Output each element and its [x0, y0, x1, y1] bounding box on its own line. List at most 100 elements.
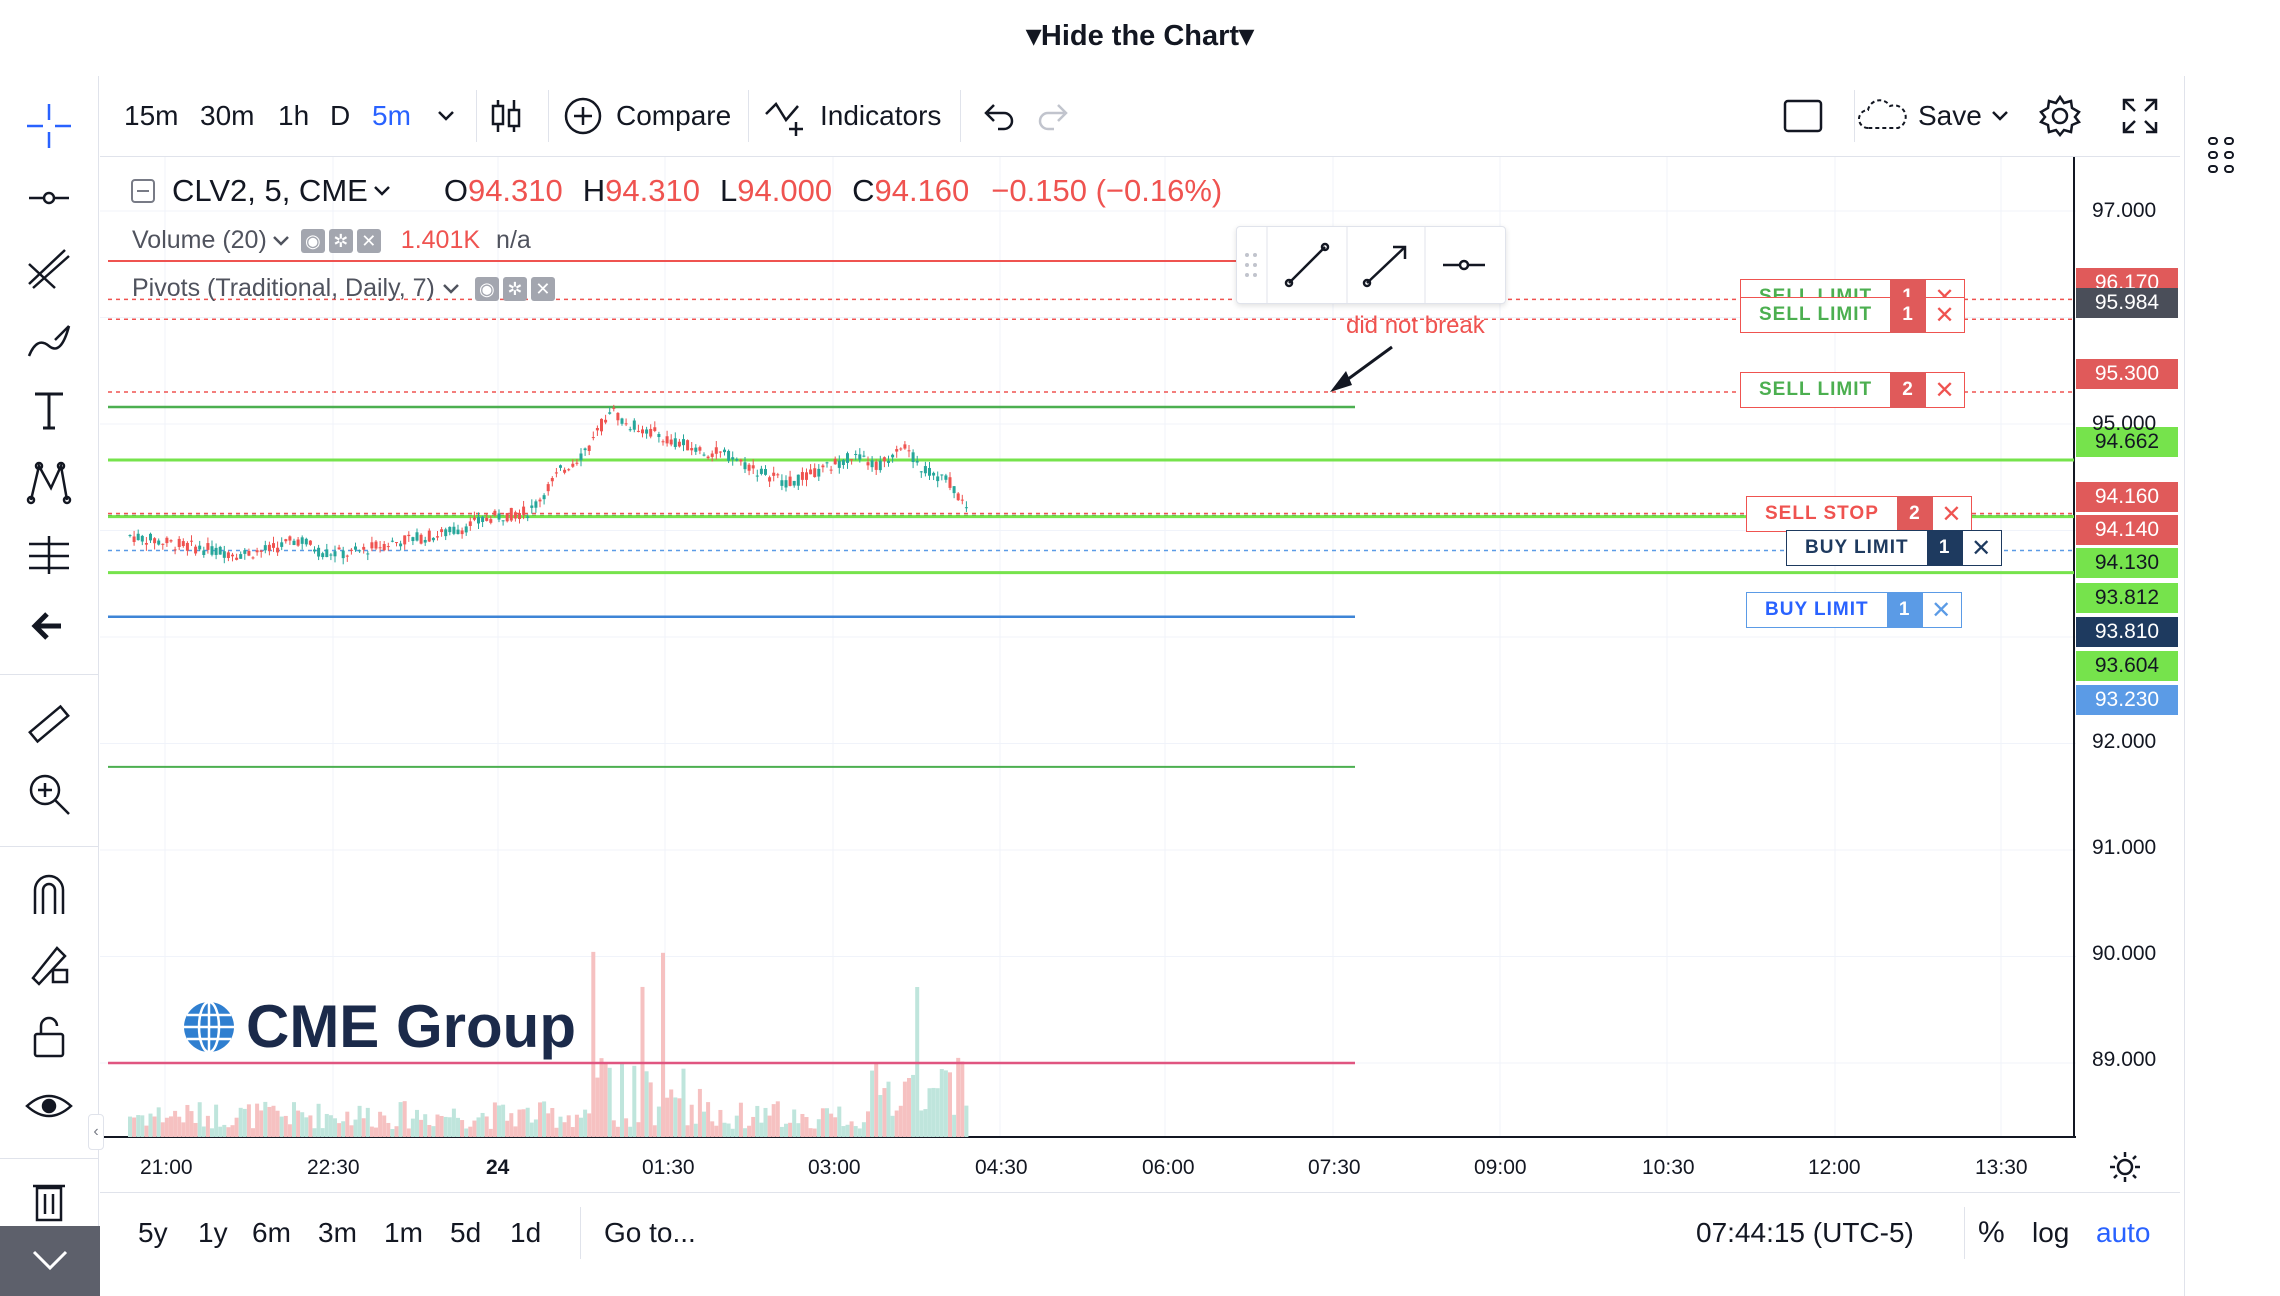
text-tool-icon[interactable] — [14, 382, 84, 438]
candle — [128, 534, 132, 538]
brush-icon[interactable] — [14, 312, 84, 368]
order-line-buy-limit-active[interactable]: BUY LIMIT 1 ✕ — [1786, 530, 2002, 566]
eye-icon[interactable] — [14, 1078, 84, 1134]
collapse-toolbar-button[interactable] — [0, 1226, 100, 1296]
save-button[interactable]: Save — [1856, 76, 1982, 156]
goto-button[interactable]: Go to... — [604, 1217, 696, 1248]
candle — [850, 459, 854, 465]
candle — [284, 538, 288, 544]
order-qty[interactable]: 2 — [1890, 372, 1927, 408]
arrow-line-icon[interactable] — [1362, 245, 1407, 288]
symbol-name[interactable]: CLV2, 5, CME — [172, 173, 368, 208]
percent-toggle[interactable]: % — [1978, 1216, 2005, 1249]
range-5y[interactable]: 5y — [138, 1217, 168, 1248]
close-icon[interactable]: ✕ — [530, 276, 555, 301]
object-tree-icon[interactable] — [2205, 132, 2261, 187]
settings-button[interactable] — [2038, 76, 2082, 156]
candle — [321, 551, 325, 560]
order-qty[interactable]: 2 — [1896, 496, 1933, 532]
close-icon[interactable]: ✕ — [356, 228, 381, 253]
draw-mode-lock-icon[interactable] — [14, 936, 84, 992]
range-1d[interactable]: 1d — [510, 1217, 542, 1248]
redo-button[interactable] — [1036, 76, 1072, 156]
range-1m[interactable]: 1m — [384, 1217, 423, 1248]
drag-handle-icon[interactable] — [1245, 253, 1257, 277]
scroll-left-handle[interactable]: ‹ — [88, 1114, 104, 1150]
volume-bar — [160, 1122, 165, 1137]
eye-icon[interactable]: ◉ — [300, 228, 325, 253]
interval-dropdown[interactable] — [436, 76, 456, 156]
candle — [587, 444, 591, 456]
order-label[interactable]: BUY LIMIT — [1786, 530, 1927, 566]
order-label[interactable]: SELL LIMIT — [1740, 297, 1891, 333]
close-icon[interactable]: ✕ — [1962, 530, 2002, 566]
crosshair-icon[interactable] — [14, 98, 84, 154]
gear-icon[interactable]: ✲ — [502, 276, 527, 301]
order-line-buy-limit[interactable]: BUY LIMIT 1 ✕ — [1746, 592, 1962, 628]
interval-30m[interactable]: 30m — [200, 100, 255, 131]
trash-icon[interactable] — [14, 1172, 84, 1228]
order-qty[interactable]: 1 — [1890, 297, 1927, 333]
candle — [595, 425, 599, 436]
candle — [723, 447, 726, 456]
volume-bar — [861, 1122, 866, 1137]
trend-line-icon[interactable] — [1284, 242, 1330, 288]
interval-15m[interactable]: 15m — [124, 100, 179, 131]
range-5d[interactable]: 5d — [450, 1217, 482, 1248]
volume-label[interactable]: Volume (20) — [132, 226, 267, 254]
time-axis-settings[interactable] — [2108, 1150, 2142, 1189]
fullscreen-button[interactable] — [2120, 76, 2160, 156]
order-qty[interactable]: 1 — [1926, 530, 1963, 566]
pivots-label[interactable]: Pivots (Traditional, Daily, 7) — [132, 274, 435, 302]
range-6m[interactable]: 6m — [252, 1217, 291, 1248]
interval-5m[interactable]: 5m — [372, 100, 411, 131]
candle — [542, 493, 546, 505]
horizontal-ray-icon[interactable] — [1443, 259, 1485, 271]
interval-1h[interactable]: 1h — [278, 100, 310, 131]
indicators-button[interactable]: Indicators — [764, 76, 941, 156]
gear-icon[interactable]: ✲ — [328, 228, 353, 253]
volume-bar — [759, 1122, 764, 1137]
close-icon[interactable]: ✕ — [1922, 592, 1962, 628]
trend-lines-icon[interactable] — [14, 240, 84, 296]
hide-chart-toggle[interactable]: ▾Hide the Chart▾ — [1026, 20, 1254, 52]
layout-button[interactable] — [1782, 76, 1824, 156]
order-line-sell-stop[interactable]: SELL STOP 2 ✕ — [1746, 496, 1972, 532]
zoom-in-icon[interactable] — [14, 766, 84, 822]
range-1y[interactable]: 1y — [198, 1217, 228, 1248]
price-tag: 94.130 — [2076, 548, 2178, 578]
range-3m[interactable]: 3m — [318, 1217, 357, 1248]
unlock-icon[interactable] — [14, 1008, 84, 1064]
eye-icon[interactable]: ◉ — [474, 276, 499, 301]
auto-toggle[interactable]: auto — [2096, 1217, 2151, 1248]
order-line-sell-limit[interactable]: SELL LIMIT 2 ✕ — [1740, 372, 1966, 408]
volume-bar — [374, 1127, 378, 1137]
undo-button[interactable] — [980, 76, 1016, 156]
order-label[interactable]: SELL LIMIT — [1740, 372, 1891, 408]
log-toggle[interactable]: log — [2032, 1217, 2070, 1248]
interval-d[interactable]: D — [330, 100, 351, 131]
forecasting-tool-icon[interactable] — [14, 526, 84, 582]
order-label[interactable]: SELL STOP — [1746, 496, 1897, 532]
chart-type-button[interactable] — [488, 76, 524, 156]
close-icon[interactable]: ✕ — [1932, 496, 1972, 532]
clock[interactable]: 07:44:15 (UTC-5) — [1696, 1217, 1914, 1248]
order-qty[interactable]: 1 — [1886, 592, 1923, 628]
horizontal-line-icon[interactable] — [14, 170, 84, 226]
annotation-text[interactable]: did not break — [1346, 312, 1486, 339]
back-arrow-icon[interactable] — [14, 598, 84, 654]
magnet-icon[interactable] — [14, 866, 84, 922]
order-label[interactable]: BUY LIMIT — [1746, 592, 1887, 628]
time-axis-label: 09:00 — [1474, 1156, 1527, 1179]
pattern-tool-icon[interactable] — [14, 454, 84, 510]
close-icon[interactable]: ✕ — [1926, 372, 1966, 408]
candle — [464, 523, 468, 536]
close-icon[interactable]: ✕ — [1926, 297, 1966, 333]
ruler-icon[interactable] — [14, 696, 84, 752]
compare-button[interactable]: Compare — [562, 76, 731, 156]
volume-bar — [771, 1104, 776, 1137]
candle — [181, 538, 185, 548]
collapse-legend-icon[interactable] — [130, 178, 156, 204]
save-dropdown[interactable] — [1990, 76, 2010, 156]
